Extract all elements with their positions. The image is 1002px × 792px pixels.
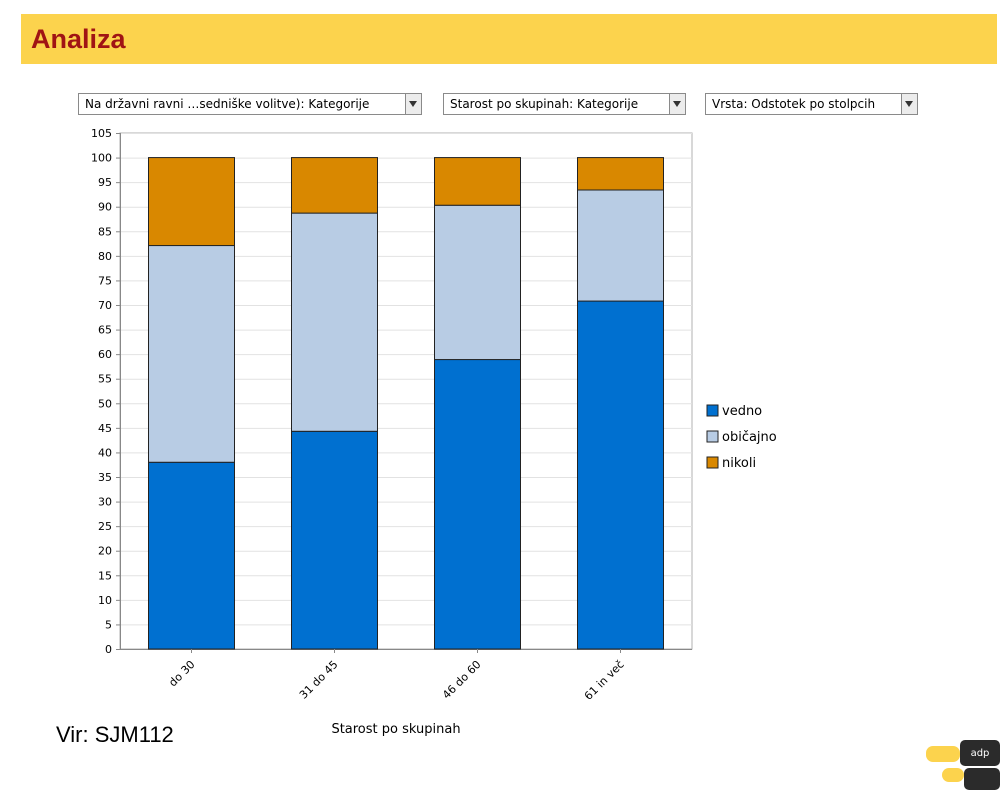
y-tick-label: 60 [98,348,112,361]
dropdown-age-group-value: Starost po skupinah: Kategorije [450,97,639,111]
dropdown-vote-category[interactable]: Na državni ravni …sedniške volitve): Kat… [78,93,422,115]
y-tick-label: 10 [98,594,112,607]
dropdown-display-type-value: Vrsta: Odstotek po stolpcih [712,97,876,111]
y-tick-label: 90 [98,201,112,214]
y-tick-label: 20 [98,545,112,558]
bar-vedno [291,430,378,650]
x-tick-label: 46 do 60 [440,658,484,702]
chevron-down-icon[interactable] [669,94,685,114]
y-tick-label: 15 [98,569,112,582]
x-axis-label: Starost po skupinah [331,722,460,737]
y-tick-label: 80 [98,250,112,263]
bar-vedno [148,461,235,650]
legend-label-nikoli: nikoli [722,456,756,471]
adp-logo-icon: adp [926,740,1000,790]
y-tick-label: 85 [98,225,112,238]
bar-običajno [434,204,521,361]
legend-label-običajno: običajno [722,430,777,445]
x-tick-label: 31 do 45 [297,658,341,702]
source-note: Vir: SJM112 [56,722,174,747]
legend-swatch-običajno [706,430,719,443]
y-tick-label: 100 [91,152,112,165]
dropdown-vote-category-value: Na državni ravni …sedniške volitve): Kat… [85,97,370,111]
bar-običajno [577,189,664,302]
y-tick-label: 5 [105,618,112,631]
y-tick-label: 45 [98,422,112,435]
bar-nikoli [434,157,521,206]
bar-nikoli [291,157,378,214]
y-tick-label: 65 [98,324,112,337]
x-tick-label: do 30 [166,658,197,689]
y-tick-label: 70 [98,299,112,312]
bar-vedno [577,300,664,650]
title-bar: Analiza [21,14,997,64]
y-tick-label: 25 [98,520,112,533]
bar-običajno [291,212,378,432]
chevron-down-icon[interactable] [405,94,421,114]
x-tick-label: 61 in več [582,658,627,703]
y-tick-label: 35 [98,471,112,484]
y-tick-label: 75 [98,274,112,287]
bar-vedno [434,359,521,650]
svg-text:adp: adp [971,748,990,759]
page-title: Analiza [31,24,126,54]
y-tick-label: 40 [98,446,112,459]
bar-nikoli [148,157,235,247]
dropdown-display-type[interactable]: Vrsta: Odstotek po stolpcih [705,93,918,115]
y-tick-label: 0 [105,643,112,656]
chevron-down-icon[interactable] [901,94,917,114]
legend-swatch-nikoli [706,456,719,469]
bar-nikoli [577,157,664,191]
y-tick-label: 95 [98,176,112,189]
y-tick-label: 30 [98,496,112,509]
dropdown-age-group[interactable]: Starost po skupinah: Kategorije [443,93,686,115]
bar-običajno [148,245,235,463]
y-tick-label: 50 [98,397,112,410]
y-tick-label: 105 [91,127,112,140]
y-tick-label: 55 [98,373,112,386]
legend-label-vedno: vedno [722,404,762,419]
legend-swatch-vedno [706,404,719,417]
